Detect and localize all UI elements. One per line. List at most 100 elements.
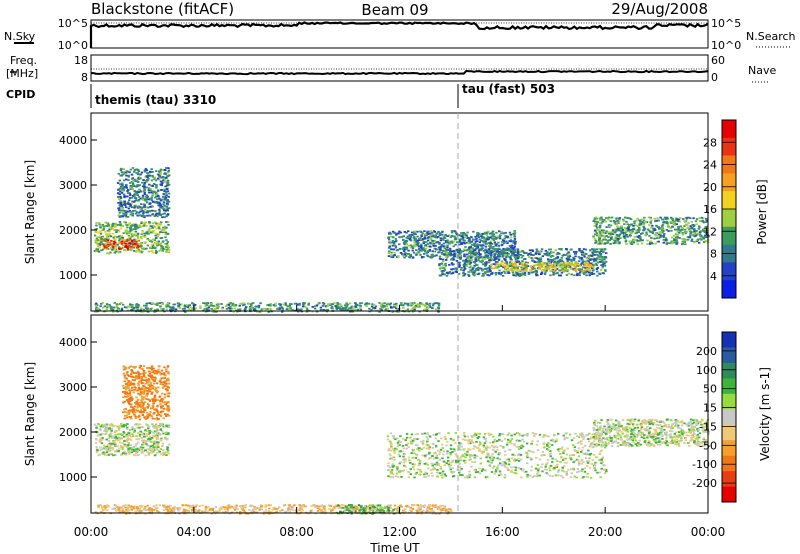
scatter-pixel <box>387 252 391 254</box>
scatter-pixel <box>689 230 692 233</box>
scatter-pixel <box>688 236 691 239</box>
scatter-pixel <box>498 237 502 240</box>
scatter-pixel <box>598 238 601 241</box>
scatter-pixel <box>477 259 480 261</box>
scatter-pixel <box>98 235 102 238</box>
scatter-pixel <box>639 239 642 242</box>
scatter-pixel <box>605 217 608 219</box>
scatter-pixel <box>484 258 487 260</box>
scatter-pixel <box>216 305 219 308</box>
power-ylabel: Slant Range [km] <box>23 160 37 264</box>
scatter-pixel <box>159 428 162 431</box>
scatter-pixel <box>669 227 672 229</box>
scatter-pixel <box>481 259 484 262</box>
scatter-pixel <box>124 393 127 395</box>
scatter-pixel <box>494 244 498 247</box>
scatter-pixel <box>132 180 135 183</box>
scatter-pixel <box>490 253 493 256</box>
scatter-pixel <box>535 261 539 263</box>
scatter-pixel <box>639 220 642 222</box>
scatter-pixel <box>115 305 119 307</box>
scatter-pixel <box>651 231 654 233</box>
scatter-pixel <box>597 248 601 250</box>
scatter-pixel <box>603 264 607 267</box>
scatter-pixel <box>636 229 640 231</box>
scatter-pixel <box>106 234 110 236</box>
scatter-pixel <box>702 228 705 231</box>
scatter-pixel <box>487 270 491 272</box>
scatter-pixel <box>396 232 399 235</box>
scatter-pixel <box>549 274 552 277</box>
scatter-pixel <box>700 235 703 238</box>
scatter-pixel <box>515 255 518 258</box>
scatter-pixel <box>474 251 477 254</box>
scatter-pixel <box>147 191 151 194</box>
scatter-pixel <box>162 248 165 250</box>
scatter-pixel <box>164 172 168 175</box>
scatter-pixel <box>127 410 130 412</box>
scatter-pixel <box>166 183 170 186</box>
scatter-pixel <box>138 198 141 201</box>
scatter-pixel <box>507 268 510 271</box>
scatter-pixel <box>443 254 446 256</box>
scatter-pixel <box>141 431 144 434</box>
scatter-pixel <box>107 243 110 246</box>
scatter-pixel <box>610 233 613 235</box>
scatter-pixel <box>663 233 666 235</box>
scatter-pixel <box>432 234 435 237</box>
scatter-pixel <box>500 253 504 255</box>
scatter-pixel <box>409 246 413 249</box>
scatter-pixel <box>555 261 558 264</box>
scatter-pixel <box>288 304 292 307</box>
scatter-pixel <box>497 255 500 257</box>
scatter-pixel <box>281 307 284 310</box>
scatter-pixel <box>96 244 100 247</box>
scatter-pixel <box>105 233 108 236</box>
scatter-pixel <box>600 248 603 251</box>
scatter-pixel <box>606 241 610 244</box>
scatter-pixel <box>479 253 482 256</box>
scatter-pixel <box>521 272 524 275</box>
scatter-pixel <box>395 233 398 236</box>
scatter-pixel <box>210 308 213 310</box>
scatter-pixel <box>103 225 106 228</box>
scatter-pixel <box>276 307 279 310</box>
scatter-pixel <box>134 444 137 447</box>
scatter-pixel <box>429 306 432 309</box>
scatter-pixel <box>150 199 153 202</box>
scatter-pixel <box>566 255 570 258</box>
scatter-pixel <box>489 242 492 245</box>
scatter-pixel <box>156 437 159 440</box>
scatter-pixel <box>262 307 265 310</box>
scatter-pixel <box>129 249 133 252</box>
scatter-pixel <box>663 216 667 219</box>
scatter-pixel <box>486 231 489 234</box>
scatter-pixel <box>102 453 106 456</box>
scatter-pixel <box>422 242 425 245</box>
scatter-pixel <box>472 253 475 255</box>
scatter-pixel <box>126 437 129 440</box>
scatter-pixel <box>126 423 129 425</box>
scatter-pixel <box>150 368 154 371</box>
scatter-pixel <box>123 392 126 394</box>
scatter-pixel <box>128 448 132 451</box>
scatter-pixel <box>153 239 156 241</box>
scatter-pixel <box>444 262 447 265</box>
scatter-pixel <box>387 246 391 249</box>
scatter-pixel <box>104 433 108 435</box>
scatter-pixel <box>95 446 98 448</box>
scatter-pixel <box>519 254 522 256</box>
scatter-pixel <box>133 379 137 382</box>
scatter-pixel <box>638 229 641 231</box>
scatter-pixel <box>475 247 478 250</box>
scatter-pixel <box>700 234 703 237</box>
scatter-pixel <box>464 267 467 270</box>
scatter-pixel <box>154 448 158 451</box>
scatter-pixel <box>122 303 125 306</box>
scatter-pixel <box>135 303 138 305</box>
scatter-pixel <box>486 250 489 252</box>
scatter-pixel <box>595 241 598 243</box>
scatter-pixel <box>138 224 141 227</box>
scatter-pixel <box>481 257 484 260</box>
scatter-pixel <box>99 226 102 229</box>
